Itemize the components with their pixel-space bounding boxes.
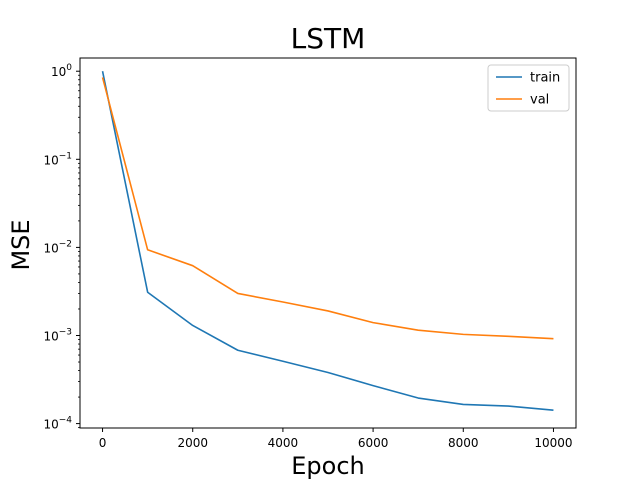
legend-label-train: train — [530, 71, 560, 86]
plot-frame — [79, 57, 577, 429]
y-tick-label: 10−4 — [43, 416, 72, 432]
y-tick-label: 10−3 — [43, 328, 72, 344]
x-tick-label: 4000 — [268, 436, 299, 450]
legend: train val — [487, 64, 570, 112]
series-line-train — [101, 71, 554, 411]
x-tick-label: 8000 — [448, 436, 479, 450]
series-line-val — [101, 77, 554, 340]
y-tick-label: 100 — [51, 63, 72, 79]
x-tick-label: 6000 — [358, 436, 389, 450]
legend-label-val: val — [530, 93, 549, 108]
series-lines — [101, 71, 554, 411]
x-axis-ticks: 0 2000 4000 6000 8000 10000 — [99, 428, 573, 450]
x-tick-label: 2000 — [177, 436, 208, 450]
y-axis-label: MSE — [7, 219, 35, 270]
y-tick-label: 10−1 — [43, 151, 72, 167]
y-tick-label: 10−2 — [43, 239, 72, 255]
x-tick-label: 10000 — [534, 436, 572, 450]
x-tick-label: 0 — [99, 436, 107, 450]
y-axis-ticks: 100 10−1 10−2 10−3 10−4 — [43, 63, 80, 432]
x-axis-label: Epoch — [291, 452, 365, 480]
chart-title: LSTM — [291, 22, 366, 55]
